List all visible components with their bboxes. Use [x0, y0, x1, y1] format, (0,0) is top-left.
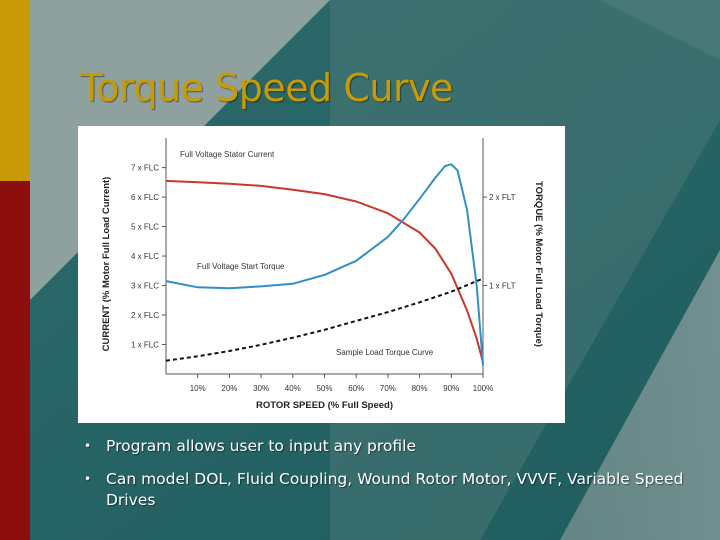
y-right-tick-label: 1 x FLT — [489, 282, 516, 291]
y-left-tick-label: 4 x FLC — [131, 252, 159, 261]
x-tick-label: 40% — [285, 384, 301, 393]
x-tick-label: 70% — [380, 384, 396, 393]
series-line — [165, 277, 484, 362]
y-axis-right-title: TORQUE (% Motor Full Load Torque) — [533, 181, 544, 347]
torque-speed-chart: 1 x FLC 2 x FLC 3 x FLC 4 x FLC 5 x FLC 6 x F… — [78, 126, 565, 423]
sidebar-accent-top — [0, 0, 30, 181]
y-right-tick-label: 2 x FLT — [489, 193, 516, 202]
x-tick-label: 30% — [253, 384, 269, 393]
sidebar-accent-bottom — [0, 181, 30, 540]
y-left-tick-label: 6 x FLC — [131, 193, 159, 202]
bullet-list: • Program allows user to input any profi… — [84, 436, 684, 523]
x-tick-label: 60% — [348, 384, 364, 393]
x-tick-label: 50% — [316, 384, 332, 393]
y-left-tick-label: 2 x FLC — [131, 311, 159, 320]
y-axis-left-title: CURRENT (% Motor Full Load Current) — [101, 177, 112, 352]
y-left-tick-label: 7 x FLC — [131, 164, 159, 173]
x-tick-label: 20% — [221, 384, 237, 393]
bullet-text: Can model DOL, Fluid Coupling, Wound Rot… — [106, 470, 684, 509]
slide-title: Torque Speed Curve — [80, 66, 453, 110]
x-tick-label: 90% — [443, 384, 459, 393]
annotation-load-torque: Sample Load Torque Curve — [336, 348, 434, 357]
annotation-stator-current: Full Voltage Stator Current — [180, 150, 275, 159]
bullet-item: • Can model DOL, Fluid Coupling, Wound R… — [84, 469, 684, 511]
bullet-text: Program allows user to input any profile — [106, 437, 416, 455]
bullet-icon: • — [84, 472, 92, 486]
x-tick-label: 10% — [190, 384, 206, 393]
x-tick-label: 100% — [473, 384, 493, 393]
x-axis-title: ROTOR SPEED (% Full Speed) — [256, 400, 393, 411]
x-tick-label: 80% — [412, 384, 428, 393]
y-left-tick-label: 1 x FLC — [131, 341, 159, 350]
annotation-start-torque: Full Voltage Start Torque — [197, 262, 285, 271]
chart-svg: 1 x FLC 2 x FLC 3 x FLC 4 x FLC 5 x FLC 6 x F… — [101, 138, 544, 411]
y-left-tick-label: 3 x FLC — [131, 282, 159, 291]
series-line — [165, 179, 484, 363]
series-line — [165, 163, 484, 366]
bullet-item: • Program allows user to input any profi… — [84, 436, 684, 457]
bullet-icon: • — [84, 439, 92, 453]
y-left-tick-label: 5 x FLC — [131, 223, 159, 232]
